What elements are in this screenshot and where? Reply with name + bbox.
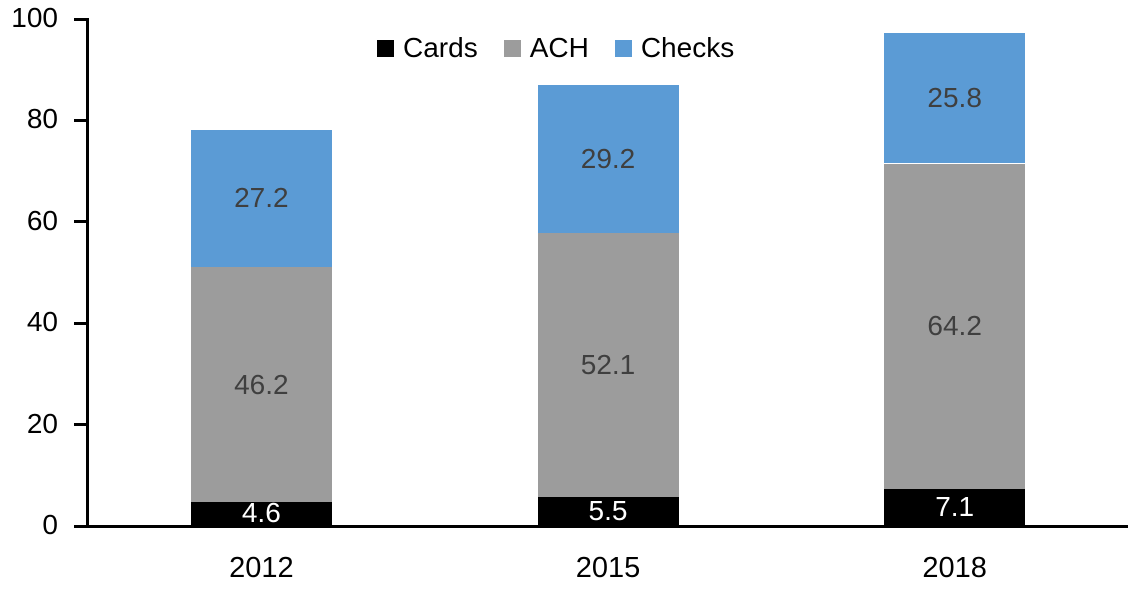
x-axis-line [74,525,1128,528]
legend-swatch-icon [503,39,521,57]
y-tick-label: 80 [26,103,58,135]
y-tick-mark [74,118,87,122]
y-tick-label: 100 [11,2,58,33]
bar-segment-label: 7.1 [935,491,975,522]
bar-segment-ach-2012 [190,267,332,502]
bar-segment-cards-2018 [884,489,1026,525]
y-tick-label: 40 [26,306,58,338]
bar-segment-label: 46.2 [234,368,289,400]
bar-segment-checks-2015 [537,84,679,233]
bar-segment-label: 25.8 [927,82,982,114]
bar-segment-checks-2012 [190,129,332,268]
y-tick-label: 20 [26,407,58,439]
y-tick-mark [74,220,87,224]
bar-segment-cards-2015 [537,497,679,525]
y-tick-mark [74,17,87,21]
y-tick-label: 0 [42,509,58,540]
bar-segment-label: 27.2 [234,182,289,214]
y-tick-mark [74,524,87,528]
bar-segment-label: 5.5 [588,495,628,527]
legend-item-checks: Checks [614,32,735,64]
bar-segment-label: 29.2 [580,142,636,174]
y-tick-mark [74,423,87,427]
bar-segment-cards-2012 [190,501,332,525]
bar-segment-ach-2015 [537,232,679,498]
legend-label: Cards [403,32,478,63]
legend-label: ACH [529,32,589,63]
x-axis-label: 2012 [229,552,294,584]
y-tick-label: 60 [26,204,58,236]
legend-swatch-icon [614,39,632,57]
legend-item-cards: Cards [377,32,478,64]
bar-segment-ach-2018 [884,163,1026,489]
y-tick-mark [74,321,87,325]
legend-label: Checks [640,32,735,63]
legend-swatch-icon [377,39,394,57]
y-axis-line [86,18,89,528]
x-axis-label: 2015 [575,552,641,584]
bar-segment-label: 4.6 [241,497,281,529]
bar-segment-checks-2018 [884,32,1026,164]
legend-item-ach: ACH [503,32,589,64]
x-axis-label: 2018 [922,552,987,584]
bar-segment-label: 64.2 [927,310,982,342]
legend: Cards ACH Checks [377,32,734,64]
bar-segment-label: 52.1 [580,349,636,381]
